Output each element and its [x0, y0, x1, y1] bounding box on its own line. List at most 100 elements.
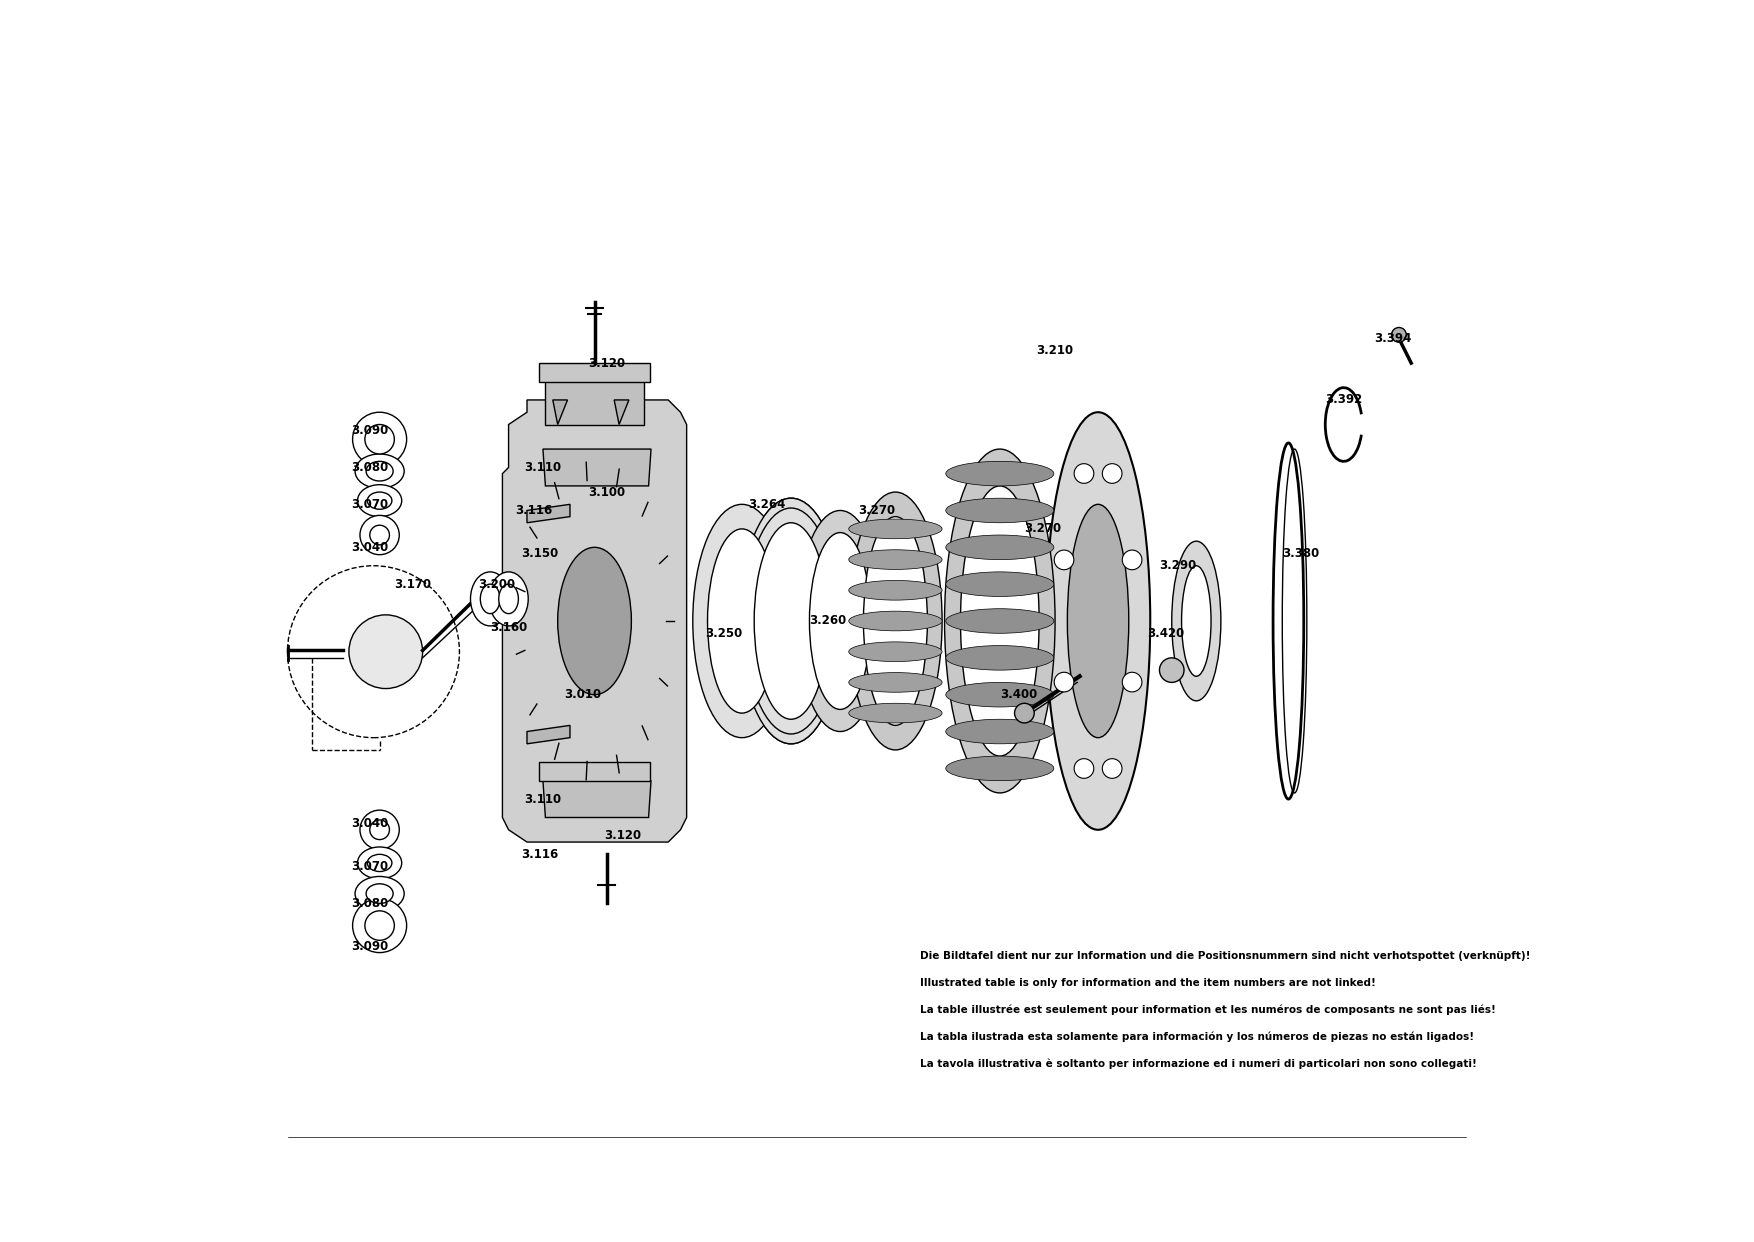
Ellipse shape — [367, 884, 393, 903]
Circle shape — [1073, 463, 1094, 483]
Text: 3.250: 3.250 — [705, 627, 742, 640]
Ellipse shape — [354, 877, 403, 910]
Ellipse shape — [945, 450, 1056, 792]
Circle shape — [1054, 672, 1073, 692]
Polygon shape — [526, 725, 570, 744]
Ellipse shape — [367, 854, 391, 872]
Ellipse shape — [849, 580, 942, 600]
Ellipse shape — [945, 719, 1054, 744]
Text: 3.116: 3.116 — [521, 848, 558, 861]
Ellipse shape — [945, 498, 1054, 523]
Text: 3.120: 3.120 — [588, 356, 626, 370]
Text: 3.080: 3.080 — [351, 897, 389, 910]
Ellipse shape — [849, 550, 942, 569]
Text: 3.150: 3.150 — [521, 546, 558, 560]
Text: 3.400: 3.400 — [1000, 688, 1037, 702]
Ellipse shape — [945, 535, 1054, 560]
Ellipse shape — [945, 461, 1054, 486]
Circle shape — [1073, 759, 1094, 779]
Text: 3.090: 3.090 — [351, 940, 389, 953]
Polygon shape — [544, 781, 651, 817]
Ellipse shape — [358, 484, 402, 517]
Polygon shape — [538, 763, 649, 781]
Ellipse shape — [481, 584, 500, 614]
Text: Illustrated table is only for information and the item numbers are not linked!: Illustrated table is only for informatio… — [921, 979, 1375, 989]
Ellipse shape — [349, 615, 423, 688]
Circle shape — [365, 910, 395, 940]
Polygon shape — [502, 400, 686, 842]
Text: 3.170: 3.170 — [395, 578, 431, 591]
Polygon shape — [614, 400, 630, 425]
Ellipse shape — [367, 461, 393, 481]
Circle shape — [1159, 658, 1184, 682]
Ellipse shape — [558, 548, 631, 694]
Circle shape — [1102, 463, 1123, 483]
Circle shape — [353, 412, 407, 466]
Text: 3.070: 3.070 — [351, 861, 388, 873]
Ellipse shape — [1172, 542, 1221, 700]
Circle shape — [370, 820, 389, 840]
Ellipse shape — [961, 486, 1038, 756]
Circle shape — [1054, 550, 1073, 570]
Text: 3.420: 3.420 — [1147, 627, 1184, 640]
Ellipse shape — [498, 584, 519, 614]
Circle shape — [360, 810, 400, 850]
Text: 3.394: 3.394 — [1375, 332, 1412, 345]
Text: 3.120: 3.120 — [605, 830, 642, 842]
Ellipse shape — [809, 533, 870, 709]
Ellipse shape — [849, 492, 942, 750]
Text: 3.110: 3.110 — [524, 461, 561, 474]
Text: 3.070: 3.070 — [351, 498, 388, 510]
Ellipse shape — [796, 510, 884, 732]
Text: 3.290: 3.290 — [1159, 559, 1196, 573]
Text: La tabla ilustrada esta solamente para información y los números de piezas no es: La tabla ilustrada esta solamente para i… — [921, 1032, 1473, 1042]
Ellipse shape — [1068, 504, 1130, 738]
Polygon shape — [526, 504, 570, 523]
Ellipse shape — [740, 498, 842, 744]
Polygon shape — [553, 400, 568, 425]
Ellipse shape — [367, 492, 391, 509]
Text: 3.080: 3.080 — [351, 461, 389, 474]
Text: 3.392: 3.392 — [1326, 394, 1363, 406]
Text: 3.270: 3.270 — [1024, 523, 1061, 535]
Ellipse shape — [849, 673, 942, 692]
Ellipse shape — [740, 498, 842, 744]
Ellipse shape — [693, 504, 791, 738]
Ellipse shape — [945, 609, 1054, 633]
Circle shape — [1391, 328, 1407, 343]
Polygon shape — [544, 450, 651, 486]
Text: 3.110: 3.110 — [524, 792, 561, 806]
Polygon shape — [545, 375, 644, 425]
Circle shape — [1102, 759, 1123, 779]
Text: 3.380: 3.380 — [1282, 546, 1319, 560]
Circle shape — [360, 515, 400, 555]
Text: 3.010: 3.010 — [563, 688, 602, 702]
Ellipse shape — [849, 519, 942, 539]
Text: 3.040: 3.040 — [351, 817, 389, 830]
Text: La table illustrée est seulement pour information et les numéros de composants n: La table illustrée est seulement pour in… — [921, 1005, 1496, 1015]
Ellipse shape — [489, 571, 528, 626]
Ellipse shape — [849, 703, 942, 723]
Text: 3.200: 3.200 — [477, 578, 516, 591]
Text: 3.090: 3.090 — [351, 424, 389, 437]
Ellipse shape — [1182, 566, 1210, 676]
Ellipse shape — [945, 646, 1054, 671]
Text: 3.260: 3.260 — [809, 615, 847, 627]
Ellipse shape — [354, 455, 403, 488]
Text: 3.210: 3.210 — [1037, 344, 1073, 358]
Text: 3.270: 3.270 — [858, 504, 896, 517]
Ellipse shape — [754, 523, 828, 719]
Ellipse shape — [849, 611, 942, 631]
Text: 3.040: 3.040 — [351, 540, 389, 554]
FancyBboxPatch shape — [263, 7, 1491, 1235]
Ellipse shape — [1045, 412, 1151, 830]
Ellipse shape — [744, 508, 838, 734]
Ellipse shape — [707, 529, 777, 713]
Circle shape — [1123, 672, 1142, 692]
Ellipse shape — [849, 642, 942, 662]
Ellipse shape — [470, 571, 510, 626]
Ellipse shape — [358, 847, 402, 879]
Text: La tavola illustrativa è soltanto per informazione ed i numeri di particolari no: La tavola illustrativa è soltanto per in… — [921, 1058, 1477, 1069]
Text: 3.160: 3.160 — [489, 621, 528, 633]
Circle shape — [365, 425, 395, 455]
